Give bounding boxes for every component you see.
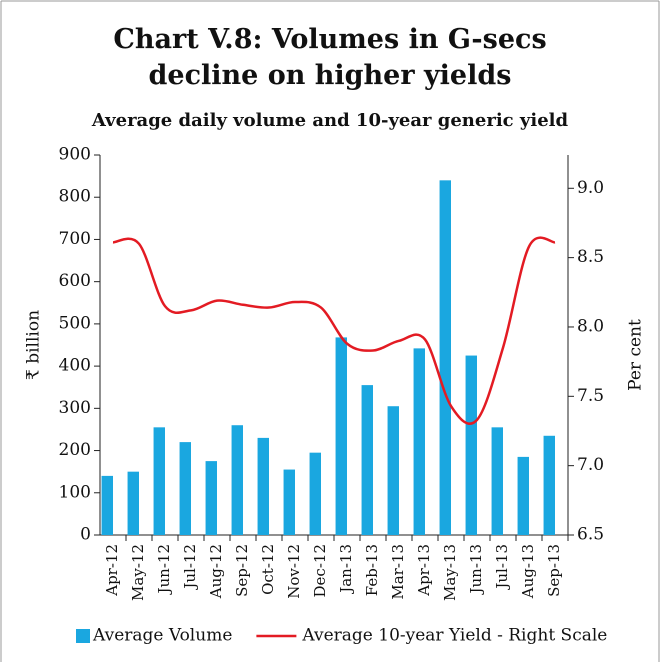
chart-title: Chart V.8: Volumes in G-secs decline on … bbox=[113, 24, 547, 91]
x-tick-label: Sep-13 bbox=[545, 544, 563, 597]
x-tick-label: May-13 bbox=[441, 544, 459, 601]
x-tick-label: May-12 bbox=[129, 544, 147, 601]
bar bbox=[361, 385, 373, 535]
y-tick-label: 900 bbox=[59, 145, 91, 165]
x-tick-label: Apr-13 bbox=[415, 544, 433, 597]
bar bbox=[179, 442, 191, 535]
x-tick-label: Feb-13 bbox=[363, 544, 381, 596]
y-tick-label: 100 bbox=[59, 482, 91, 502]
bar bbox=[413, 348, 425, 535]
y2-tick-label: 8.5 bbox=[577, 247, 604, 267]
x-tick-label: Aug-13 bbox=[519, 544, 537, 599]
bar bbox=[517, 456, 529, 535]
y-tick-label: 0 bbox=[80, 525, 91, 545]
y-tick-label: 300 bbox=[59, 398, 91, 418]
x-tick-label: Jun-13 bbox=[467, 544, 485, 596]
y-tick-label: 200 bbox=[59, 440, 91, 460]
bar bbox=[335, 337, 347, 535]
y2-tick-label: 6.5 bbox=[577, 525, 604, 545]
x-tick-label: Dec-12 bbox=[311, 544, 329, 597]
bar bbox=[543, 435, 555, 535]
bar bbox=[309, 452, 321, 535]
y2-tick-label: 7.5 bbox=[577, 386, 604, 406]
x-tick-label: Jan-13 bbox=[337, 544, 355, 595]
bar bbox=[439, 180, 451, 536]
x-tick-label: Apr-12 bbox=[103, 544, 121, 597]
bar bbox=[205, 461, 217, 535]
x-tick-label: Jun-12 bbox=[155, 544, 173, 596]
legend-swatch bbox=[76, 629, 90, 643]
bar bbox=[491, 427, 503, 535]
y-tick-label: 600 bbox=[59, 271, 91, 291]
x-tick-label: Sep-12 bbox=[233, 544, 251, 597]
x-tick-label: Aug-12 bbox=[207, 544, 225, 599]
y-tick-label: 800 bbox=[59, 187, 91, 207]
y-tick-label: 700 bbox=[59, 229, 91, 249]
bar bbox=[231, 425, 243, 535]
x-tick-label: Oct-12 bbox=[259, 544, 277, 595]
y-tick-label: 500 bbox=[59, 313, 91, 333]
y2-tick-label: 7.0 bbox=[577, 455, 604, 475]
x-tick-label: Jul-13 bbox=[493, 544, 511, 591]
subtitle: Average daily volume and 10-year generic… bbox=[91, 110, 569, 131]
bar bbox=[101, 475, 113, 535]
legend-label: Average Volume bbox=[92, 626, 232, 646]
x-tick-label: Jul-12 bbox=[181, 544, 199, 591]
y2-tick-label: 9.0 bbox=[577, 178, 604, 198]
y2-tick-label: 8.0 bbox=[577, 316, 604, 336]
x-tick-label: Mar-13 bbox=[389, 544, 407, 600]
bar bbox=[257, 437, 269, 535]
bar bbox=[465, 355, 477, 535]
bar bbox=[153, 427, 165, 535]
line bbox=[112, 236, 556, 425]
y2-axis-label: Per cent bbox=[626, 319, 646, 391]
bar bbox=[283, 469, 295, 535]
legend-label: Average 10-year Yield - Right Scale bbox=[301, 626, 607, 646]
y-axis-label: ₹ billion bbox=[24, 310, 44, 380]
y-tick-label: 400 bbox=[59, 356, 91, 376]
bar bbox=[127, 471, 139, 535]
bar bbox=[387, 406, 399, 535]
x-tick-label: Nov-12 bbox=[285, 544, 303, 599]
